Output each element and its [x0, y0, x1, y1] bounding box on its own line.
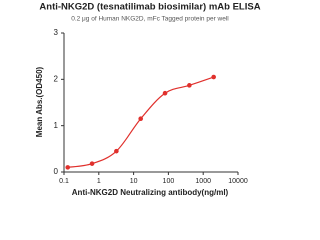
data-point — [138, 116, 144, 122]
y-tick-label: 3 — [54, 28, 59, 37]
y-tick-label: 1 — [54, 121, 59, 130]
x-tick-label: 10 — [130, 178, 138, 185]
data-point — [89, 161, 95, 166]
chart: Anti-NKG2D (tesnatilimab biosimilar) mAb… — [35, 2, 261, 198]
fit-curve — [67, 76, 214, 168]
y-tick-label: 2 — [54, 74, 59, 83]
x-tick-label: 0.1 — [59, 178, 69, 185]
data-point — [211, 74, 216, 80]
x-tick-label: 1 — [97, 178, 101, 185]
page: {"chart_data": {"type": "scatter", "titl… — [35, 1, 261, 198]
data-point — [65, 165, 71, 170]
y-tick-label: 0 — [54, 167, 59, 176]
x-tick-label: 1000 — [195, 178, 211, 185]
chart-title: Anti-NKG2D (tesnatilimab biosimilar) mAb… — [39, 2, 260, 13]
data-point — [187, 83, 192, 88]
x-tick-label: 100 — [163, 178, 175, 185]
data-point — [162, 90, 168, 96]
x-tick-label: 10000 — [228, 178, 248, 185]
chart-subtitle: 0.2 μg of Human NKG2D, mFc Tagged protei… — [71, 16, 229, 23]
data-point — [114, 148, 119, 154]
y-axis-label: Mean Abs.(OD450) — [35, 66, 44, 137]
x-axis-label: Anti-NKG2D Neutralizing antibody(ng/ml) — [72, 188, 229, 197]
